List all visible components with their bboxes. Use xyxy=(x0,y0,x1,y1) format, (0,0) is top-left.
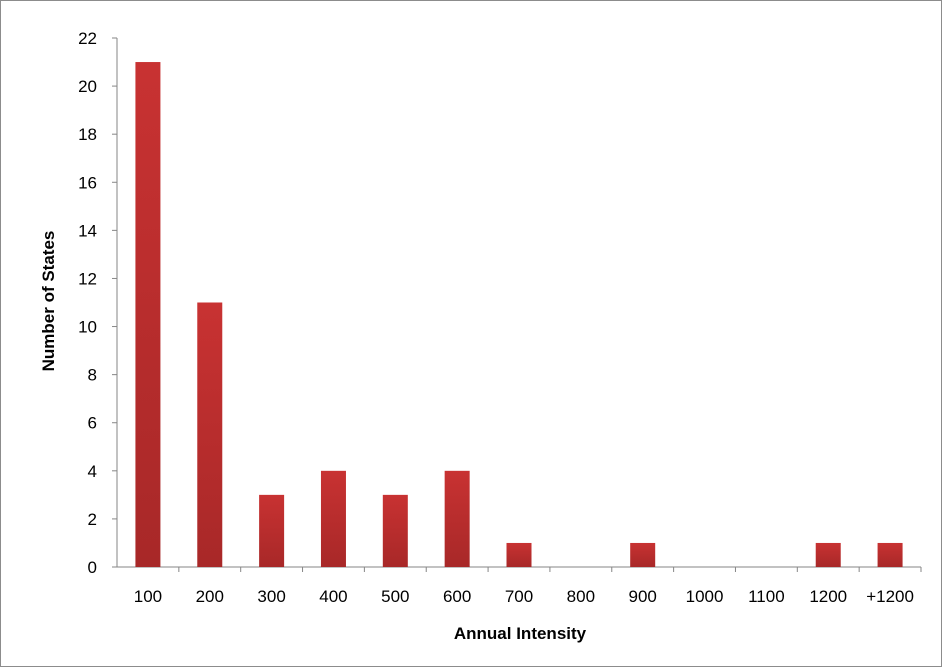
bar-200 xyxy=(197,302,223,567)
bar-900 xyxy=(630,542,656,567)
y-tick-label: 10 xyxy=(78,318,97,337)
x-tick-label: 200 xyxy=(196,587,224,606)
y-tick-label: 0 xyxy=(88,558,97,577)
y-tick-label: 8 xyxy=(88,366,97,385)
bar-700 xyxy=(506,542,532,567)
x-tick-label: +1200 xyxy=(866,587,914,606)
y-tick-label: 20 xyxy=(78,77,97,96)
y-tick-label: 2 xyxy=(88,510,97,529)
y-tick-label: 12 xyxy=(78,269,97,288)
bar-600 xyxy=(444,470,470,567)
x-tick-label: 1100 xyxy=(748,587,785,606)
y-tick-label: 22 xyxy=(78,29,97,48)
x-tick-label: 500 xyxy=(381,587,409,606)
y-axis: 0 2 4 6 8 10 12 14 16 18 20 22 xyxy=(78,29,118,577)
x-tick-label: 600 xyxy=(443,587,471,606)
y-tick-label: 6 xyxy=(88,414,97,433)
bar-100 xyxy=(135,62,161,567)
x-tick-label: 300 xyxy=(257,587,285,606)
bar-1200 xyxy=(815,542,841,567)
x-axis-title: Annual Intensity xyxy=(454,624,587,643)
x-tick-label: 100 xyxy=(134,587,162,606)
bar-+1200 xyxy=(877,542,903,567)
x-tick-label: 400 xyxy=(319,587,347,606)
y-tick-label: 14 xyxy=(78,221,97,240)
y-axis-title: Number of States xyxy=(39,231,58,372)
y-tick-label: 4 xyxy=(88,462,97,481)
x-axis: 100 200 300 400 500 600 700 800 900 1000 1100 1200 +… xyxy=(117,566,922,606)
x-tick-label: 1000 xyxy=(686,587,724,606)
bars xyxy=(135,62,903,567)
x-tick-label: 700 xyxy=(505,587,533,606)
x-tick-label: 1200 xyxy=(809,587,847,606)
y-tick-label: 18 xyxy=(78,125,97,144)
x-tick-label: 900 xyxy=(629,587,657,606)
bar-300 xyxy=(259,494,285,567)
bar-500 xyxy=(382,494,408,567)
x-tick-label: 800 xyxy=(567,587,595,606)
bar-400 xyxy=(320,470,346,567)
y-tick-label: 16 xyxy=(78,173,97,192)
